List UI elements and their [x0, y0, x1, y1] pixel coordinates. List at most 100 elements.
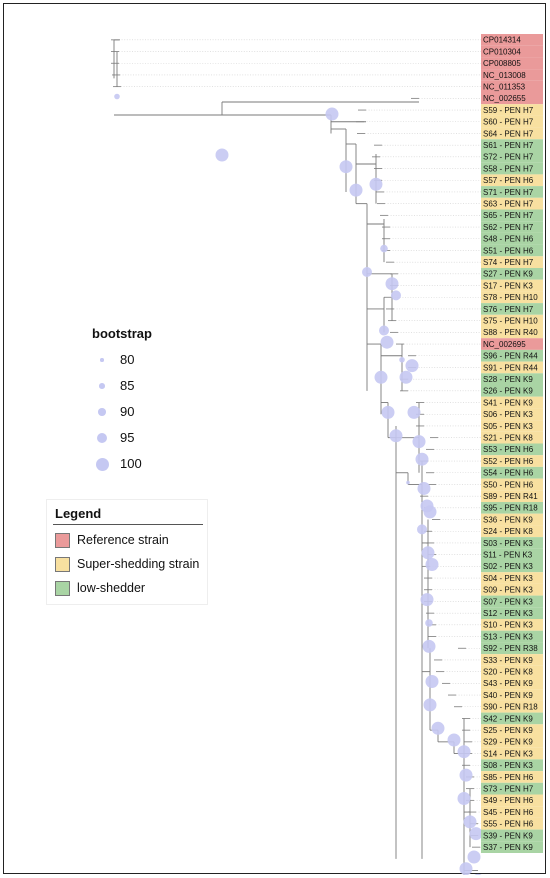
tip-label-box [481, 221, 543, 233]
tip-label-box [481, 841, 543, 853]
bootstrap-node [421, 546, 435, 560]
bootstrap-node [362, 267, 372, 277]
bootstrap-node [379, 325, 389, 336]
bootstrap-node [474, 873, 482, 875]
tip-label: S96 - PEN R44 [483, 352, 538, 361]
tip-label: S10 - PEN K3 [483, 621, 533, 630]
tip-label: S90 - PEN R18 [483, 703, 538, 712]
tip-label: S71 - PEN H7 [483, 188, 534, 197]
tip-label: S48 - PEN H6 [483, 235, 534, 244]
tip-label-box [481, 92, 543, 105]
tip-label: S07 - PEN K3 [483, 597, 533, 606]
bootstrap-node [406, 480, 410, 485]
tip-label: S08 - PEN K3 [483, 761, 533, 770]
tip-label-box [481, 548, 543, 561]
bootstrap-key-label: 90 [120, 404, 135, 419]
bootstrap-node [381, 405, 395, 419]
bootstrap-node [380, 244, 388, 253]
tip-label: S85 - PEN H6 [483, 773, 534, 782]
bootstrap-node [459, 768, 473, 782]
tip-label: S33 - PEN K9 [483, 656, 533, 665]
legend-label: Reference strain [77, 533, 169, 547]
tip-label: S75 - PEN H10 [483, 317, 538, 326]
tip-label-box [481, 431, 543, 444]
legend-item: Super-shedding strain [55, 556, 205, 574]
bootstrap-key: bootstrap 80 85 90 95 100 [82, 322, 168, 482]
bootstrap-node [463, 815, 477, 829]
tip-label-box [481, 513, 543, 526]
tip-label-box [481, 490, 543, 502]
tip-label-box [481, 630, 543, 643]
tip-label-box [481, 104, 543, 116]
tip-label-box [481, 115, 543, 128]
bootstrap-node [374, 370, 388, 384]
tip-label: NC_013008 [483, 71, 526, 80]
bootstrap-node [422, 639, 436, 653]
bootstrap-key-row: 100 [82, 454, 168, 474]
bootstrap-key-row: 90 [82, 402, 168, 422]
tip-label-box [481, 455, 543, 467]
bootstrap-node [415, 452, 429, 466]
legend-swatch [55, 557, 70, 572]
bootstrap-node [447, 733, 461, 747]
tip-label: S60 - PEN H7 [483, 118, 534, 127]
tip-label-box [481, 443, 543, 456]
tip-label: S52 - PEN H6 [483, 457, 534, 466]
tip-label: S13 - PEN K3 [483, 632, 533, 641]
bootstrap-node [423, 698, 437, 712]
tip-label-box [481, 572, 543, 584]
tip-label: S17 - PEN K3 [483, 281, 533, 290]
tip-label: S65 - PEN H7 [483, 211, 534, 220]
tip-label-box [481, 174, 543, 187]
tip-label: S49 - PEN H6 [483, 796, 534, 805]
tip-label: S50 - PEN H6 [483, 480, 534, 489]
bootstrap-node [215, 148, 229, 162]
tip-label-box [481, 314, 543, 327]
tip-label: CP008805 [483, 59, 521, 68]
tip-label: S58 - PEN H7 [483, 164, 534, 173]
bootstrap-node [385, 277, 399, 291]
legend-swatch [55, 581, 70, 596]
bootstrap-node [457, 792, 471, 805]
bootstrap-key-label: 80 [120, 352, 135, 367]
tip-label: S24 - PEN K8 [483, 527, 533, 536]
tip-label: S27 - PEN K9 [483, 270, 533, 279]
bootstrap-key-dot [95, 457, 109, 471]
tip-label: CP014314 [483, 36, 521, 45]
tip-label-box [481, 279, 543, 292]
tip-label-box [481, 782, 543, 795]
tip-label: S45 - PEN H6 [483, 808, 534, 817]
tip-label-box [481, 466, 543, 479]
tip-label-box [481, 396, 543, 409]
tip-label-box [481, 817, 543, 830]
tip-label-box [481, 806, 543, 818]
bootstrap-node [420, 593, 434, 607]
tip-label: S04 - PEN K3 [483, 574, 533, 583]
tip-label: S63 - PEN H7 [483, 200, 534, 209]
tip-label: S61 - PEN H7 [483, 141, 534, 150]
bootstrap-key-row: 95 [82, 428, 168, 448]
legend-title: Legend [55, 506, 102, 521]
tip-label-box [481, 677, 543, 690]
tip-label-box [481, 162, 543, 175]
bootstrap-node [431, 721, 445, 735]
tip-labels: CP014314 CP010304 CP008805 NC_013008 NC_0113… [481, 34, 543, 853]
tip-label-box [481, 256, 543, 268]
tip-label-box [481, 736, 543, 748]
tip-label-box [481, 583, 543, 596]
tip-label-box [481, 724, 543, 736]
bootstrap-node [417, 524, 427, 535]
bootstrap-node [399, 356, 405, 363]
tip-label-box [481, 771, 543, 783]
tip-label-box [481, 373, 543, 385]
tip-label-box [481, 408, 543, 421]
tip-label: S51 - PEN H6 [483, 246, 534, 255]
tip-label-box [481, 665, 543, 678]
tip-label-box [481, 186, 543, 198]
bootstrap-node [380, 335, 394, 349]
tip-label-box [481, 747, 543, 760]
tip-label: S72 - PEN H7 [483, 153, 534, 162]
tip-label: S88 - PEN R40 [483, 328, 538, 337]
tip-label-box [481, 338, 543, 350]
tip-label-box [481, 619, 543, 631]
